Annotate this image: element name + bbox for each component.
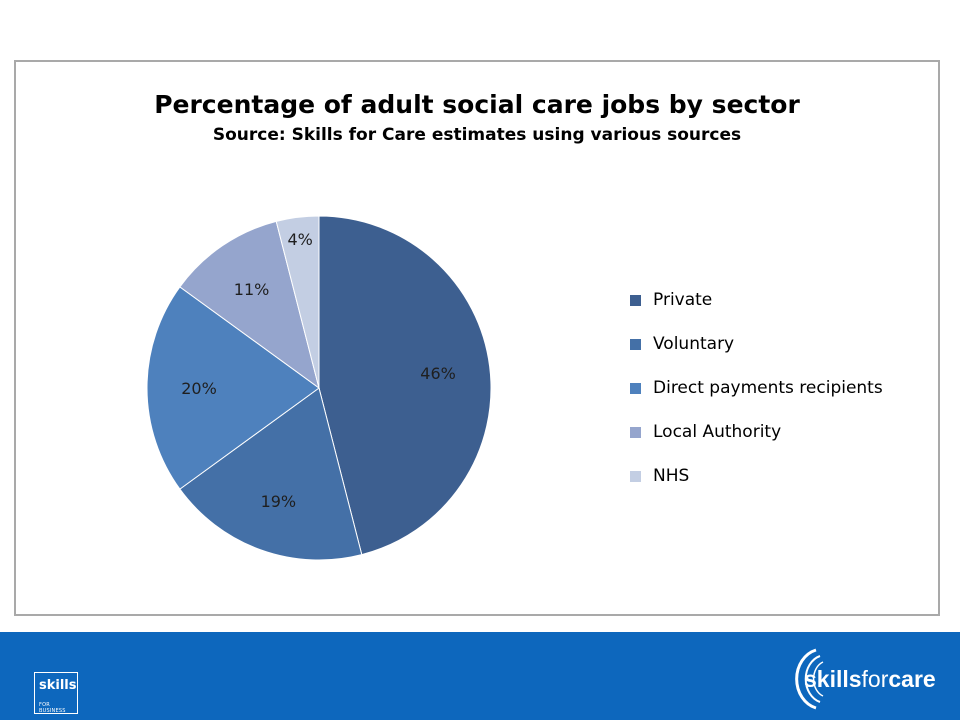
pie-slice-private: [318, 215, 492, 556]
legend-swatch: [630, 339, 641, 350]
footer-bar: skills FOR BUSINESS skillsforcare: [0, 632, 960, 720]
legend-label: Local Authority: [653, 422, 782, 442]
brand-text-for: for: [861, 666, 889, 692]
pie-slice-local-authority: [179, 220, 320, 390]
legend-label: Private: [653, 290, 713, 310]
data-label-nhs: 4%: [288, 230, 313, 249]
pie-slice-direct-payments-recipients: [146, 286, 320, 490]
legend-swatch: [630, 427, 641, 438]
skills-for-business-logo: skills FOR BUSINESS: [34, 672, 78, 714]
brand-text-care: care: [888, 666, 936, 692]
chart-title: Percentage of adult social care jobs by …: [154, 90, 800, 119]
pie-chart: 46% 19% 20% 11% 4%: [146, 215, 492, 561]
badge-sub-text: FOR BUSINESS: [39, 702, 66, 714]
legend-label: Voluntary: [653, 334, 735, 354]
brand-text-skills: skills: [804, 666, 862, 692]
pie-slice-nhs: [275, 215, 320, 389]
data-label-local-authority: 11%: [234, 280, 270, 299]
data-label-direct-payments-recipients: 20%: [181, 379, 217, 398]
legend-label: Direct payments recipients: [653, 378, 883, 398]
brand-text: skillsforcare: [804, 666, 936, 693]
legend-label: NHS: [653, 466, 690, 486]
badge-main-text: skills: [39, 678, 77, 693]
chart-subtitle: Source: Skills for Care estimates using …: [212, 125, 742, 145]
data-label-voluntary: 19%: [261, 492, 297, 511]
skills-for-care-logo: skillsforcare: [786, 646, 946, 712]
pie-slice-voluntary: [179, 387, 363, 561]
chart-frame: Percentage of adult social care jobs by …: [14, 60, 940, 616]
legend-swatch: [630, 295, 641, 306]
legend-swatch: [630, 383, 641, 394]
swoosh-icon: [795, 648, 824, 710]
data-label-private: 46%: [420, 364, 456, 383]
legend-swatch: [630, 471, 641, 482]
